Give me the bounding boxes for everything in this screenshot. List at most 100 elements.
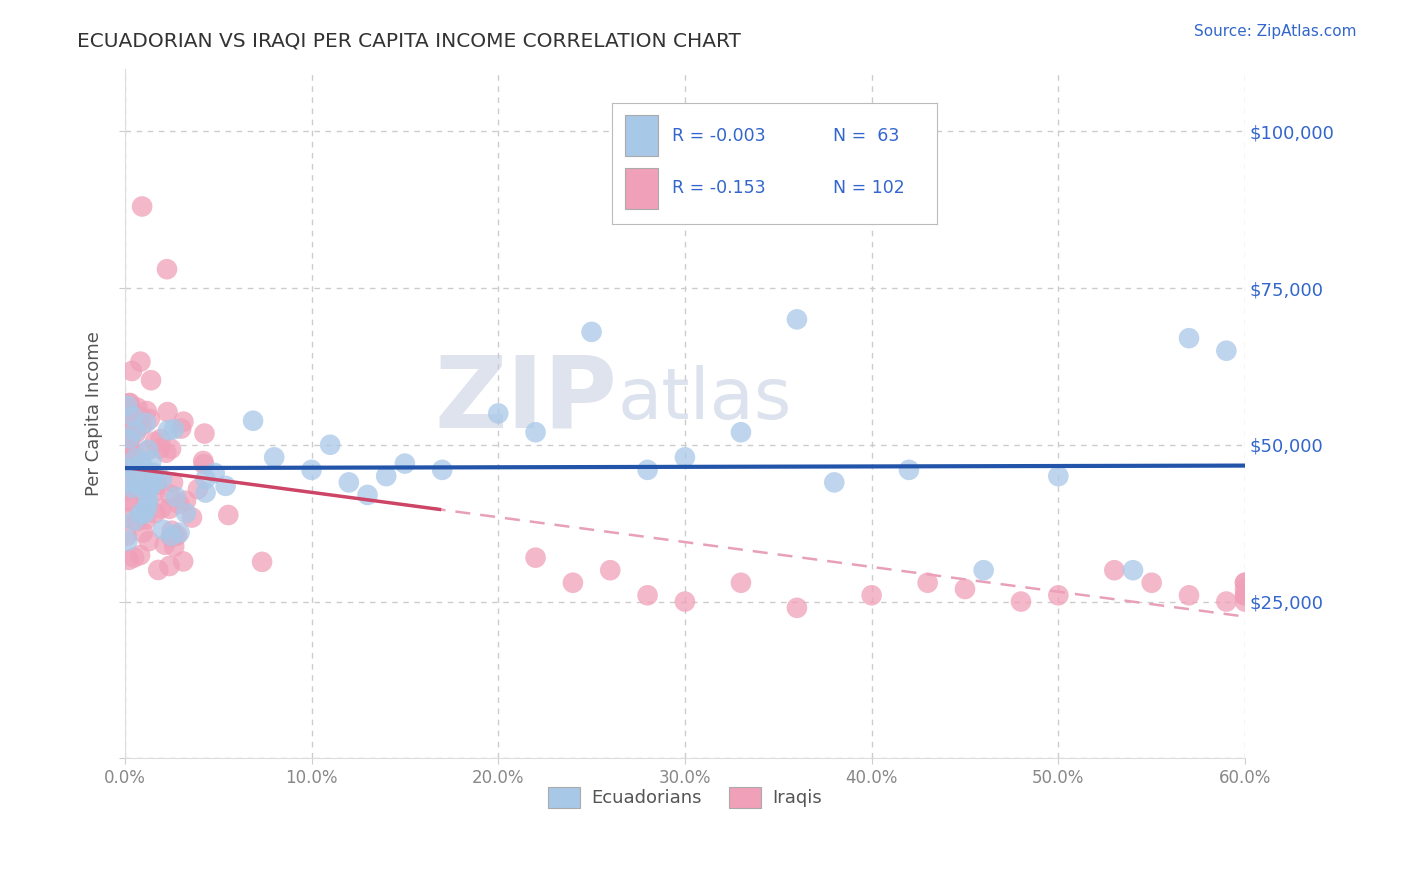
Point [122, 550, 145, 565]
Point [124, 451, 146, 466]
Point [121, 364, 143, 378]
Text: ZIP: ZIP [434, 351, 617, 448]
Point [1122, 563, 1144, 577]
Point [823, 475, 845, 490]
Point [599, 563, 621, 577]
Point [786, 312, 808, 326]
Point [115, 443, 138, 458]
Point [127, 514, 149, 528]
Point [174, 493, 197, 508]
Point [125, 424, 148, 438]
Point [187, 482, 209, 496]
Point [121, 408, 143, 422]
Point [122, 409, 145, 424]
Point [134, 461, 156, 475]
Y-axis label: Per Capita Income: Per Capita Income [86, 331, 103, 496]
Point [786, 600, 808, 615]
Point [153, 538, 176, 552]
Point [115, 427, 138, 442]
Point [129, 548, 152, 562]
Point [356, 488, 378, 502]
Point [139, 373, 162, 387]
Point [121, 481, 143, 495]
Point [1234, 582, 1257, 596]
Point [1104, 563, 1126, 577]
Point [127, 401, 149, 415]
Point [117, 475, 139, 489]
Point [125, 460, 148, 475]
Point [155, 446, 177, 460]
Point [375, 469, 398, 483]
Point [118, 434, 141, 448]
Point [129, 507, 152, 521]
Point [143, 434, 166, 449]
Point [170, 421, 193, 435]
Point [973, 563, 995, 577]
Point [118, 396, 141, 410]
Point [581, 325, 603, 339]
Point [139, 479, 162, 493]
Point [1234, 588, 1257, 602]
Point [194, 485, 217, 500]
Point [145, 473, 167, 487]
Point [169, 497, 191, 511]
Point [172, 415, 194, 429]
Point [115, 469, 138, 483]
Point [118, 424, 141, 438]
Point [115, 450, 138, 465]
Point [181, 510, 204, 524]
Point [118, 494, 141, 508]
Point [136, 497, 159, 511]
Point [156, 405, 179, 419]
Point [148, 563, 170, 577]
Point [1140, 575, 1163, 590]
Point [118, 461, 141, 475]
Point [1234, 588, 1257, 602]
Point [118, 432, 141, 446]
Point [193, 426, 215, 441]
Point [149, 442, 172, 456]
Point [135, 502, 157, 516]
Point [159, 501, 181, 516]
Point [160, 442, 183, 456]
Legend: Ecuadorians, Iraqis: Ecuadorians, Iraqis [541, 780, 830, 815]
Point [134, 507, 156, 521]
Point [132, 525, 155, 540]
Point [162, 475, 184, 490]
Point [214, 479, 236, 493]
Point [118, 553, 141, 567]
Point [172, 554, 194, 568]
Point [860, 588, 883, 602]
Point [143, 506, 166, 520]
Point [115, 529, 138, 543]
Point [160, 530, 183, 544]
Point [163, 422, 186, 436]
Point [139, 473, 162, 487]
Point [141, 453, 163, 467]
Point [118, 436, 141, 450]
Point [149, 432, 172, 446]
Point [122, 514, 145, 528]
Point [138, 534, 160, 549]
Point [135, 416, 157, 430]
Point [129, 483, 152, 498]
Point [129, 478, 152, 492]
Point [115, 420, 138, 434]
Point [131, 468, 153, 483]
Point [115, 511, 138, 525]
Point [169, 525, 191, 540]
Point [118, 396, 141, 410]
Point [157, 423, 180, 437]
Point [242, 414, 264, 428]
Point [917, 575, 939, 590]
Point [117, 533, 139, 548]
Point [1234, 594, 1257, 608]
Point [159, 559, 181, 574]
Point [204, 466, 226, 480]
Point [1047, 588, 1070, 602]
Point [394, 457, 416, 471]
Point [152, 523, 174, 537]
Point [115, 456, 138, 470]
Point [122, 448, 145, 462]
Point [673, 450, 696, 465]
